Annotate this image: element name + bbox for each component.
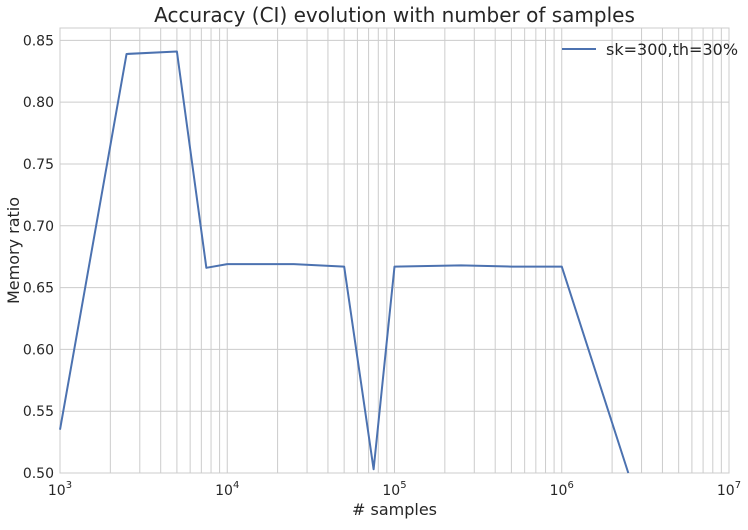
x-tick-base: 10 [717, 483, 735, 499]
x-tick-base: 10 [550, 483, 568, 499]
y-tick-label: 0.75 [23, 157, 54, 173]
x-tick-base: 10 [215, 483, 233, 499]
x-tick-exponent: 4 [233, 480, 239, 491]
x-tick-label: 107 [717, 480, 741, 499]
y-axis-label: Memory ratio [4, 197, 23, 304]
y-tick-label: 0.80 [23, 95, 54, 111]
x-tick-label: 104 [215, 480, 239, 499]
x-tick-base: 10 [48, 483, 66, 499]
x-tick-exponent: 6 [567, 480, 573, 491]
y-tick-label: 0.50 [23, 466, 54, 482]
x-tick-label: 105 [382, 480, 406, 499]
y-tick-label: 0.65 [23, 281, 54, 297]
y-tick-label: 0.70 [23, 219, 54, 235]
y-tick-label: 0.55 [23, 404, 54, 420]
x-tick-base: 10 [382, 483, 400, 499]
series-line [59, 50, 630, 474]
x-axis-label: # samples [352, 500, 437, 519]
x-tick-exponent: 7 [735, 480, 741, 491]
y-tick-label: 0.85 [23, 33, 54, 49]
series-layer [59, 50, 630, 474]
chart-title: Accuracy (CI) evolution with number of s… [154, 3, 635, 27]
x-tick-label: 103 [48, 480, 72, 499]
plot-frame [59, 27, 730, 474]
x-tick-exponent: 3 [66, 480, 72, 491]
grid [59, 28, 729, 474]
x-tick-exponent: 5 [400, 480, 406, 491]
legend-label: sk=300,th=30% [606, 40, 738, 59]
y-tick-label: 0.60 [23, 342, 54, 358]
x-tick-label: 106 [550, 480, 574, 499]
legend: sk=300,th=30% [562, 40, 738, 59]
